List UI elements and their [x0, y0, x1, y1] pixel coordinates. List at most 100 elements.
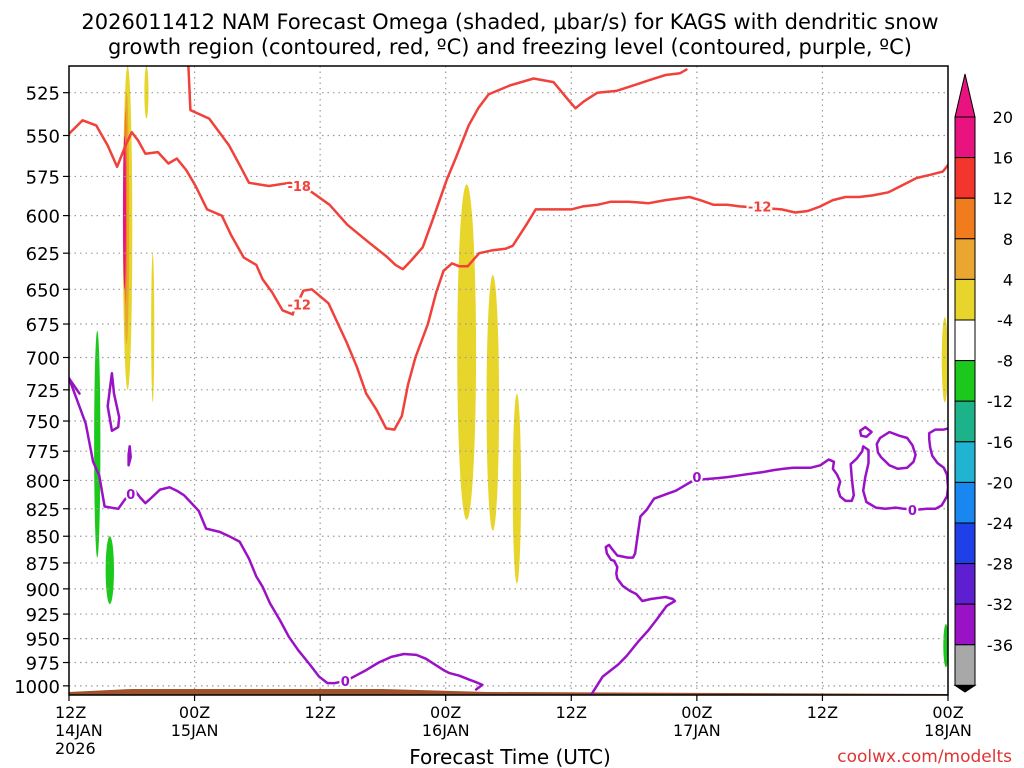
colorbar-bottom-arrow — [953, 684, 977, 693]
colorbar-label: -4 — [997, 311, 1013, 330]
y-tick-label: 925 — [26, 605, 60, 626]
terrain-band — [69, 688, 948, 695]
freezing-level-contour — [127, 445, 132, 467]
contour-label: 0 — [908, 504, 917, 519]
contour-label: -12 — [287, 299, 311, 314]
contour-labels: -18 -12 -12 0 0 0 0 — [124, 178, 919, 692]
x-tick-label: 00Z — [179, 703, 210, 722]
colorbar-swatch — [954, 563, 976, 605]
y-tick-label: 700 — [26, 349, 60, 370]
colorbar-label: 20 — [993, 108, 1013, 127]
x-tick-label: 17JAN — [673, 721, 721, 740]
y-tick-label: 800 — [26, 471, 60, 492]
colorbar-swatch — [954, 360, 976, 402]
x-tick-label: 15JAN — [171, 721, 219, 740]
x-tick-label: 12Z — [807, 703, 838, 722]
y-tick-label: 1000 — [14, 677, 60, 698]
y-axis: 525 550 575 600 625 650 675 700 725 750 775 800 825 8… — [14, 84, 69, 698]
y-tick-label: 725 — [26, 381, 60, 402]
y-tick-label: 625 — [26, 244, 60, 265]
x-tick-label: 00Z — [932, 703, 963, 722]
colorbar-label: -24 — [987, 514, 1013, 533]
temperature-contour — [69, 119, 295, 316]
freezing-level-contour — [474, 683, 484, 691]
colorbar-label: 16 — [993, 149, 1013, 168]
colorbar-swatch — [954, 238, 976, 280]
colorbar-swatch — [954, 441, 976, 483]
x-tick-label: 00Z — [681, 703, 712, 722]
credit-text: coolwx.com/modelts — [837, 747, 1012, 767]
y-tick-label: 750 — [26, 412, 60, 433]
colorbar-label: 12 — [993, 189, 1013, 208]
omega-shade — [941, 317, 948, 403]
colorbar-swatch — [954, 644, 976, 686]
omega-shade — [122, 135, 126, 290]
colorbar: 20 16 12 8 4 -4 -8 -12 -16 -20 -24 -28 -32 -36 — [953, 73, 1013, 693]
freezing-level-contour — [589, 427, 948, 695]
omega-shade — [457, 184, 477, 520]
colorbar-swatch — [954, 603, 976, 646]
temperature-contour — [291, 163, 948, 431]
omega-shade — [512, 393, 522, 584]
colorbar-label: -32 — [987, 595, 1013, 614]
freezing-level-contour — [875, 430, 917, 471]
y-tick-label: 850 — [26, 527, 60, 548]
x-tick-label: 14JAN — [55, 721, 103, 740]
contour-label: 0 — [126, 488, 135, 503]
y-tick-label: 775 — [26, 442, 60, 463]
contour-label: 0 — [692, 471, 701, 486]
y-tick-label: 600 — [26, 207, 60, 228]
terrain-surface — [69, 688, 948, 695]
temperature-contour — [187, 66, 688, 271]
contour-label: 0 — [341, 675, 350, 690]
colorbar-top-arrow — [954, 73, 976, 118]
colorbar-swatch — [954, 157, 976, 199]
plot-frame — [68, 65, 949, 696]
x-tick-label: 18JAN — [924, 721, 972, 740]
y-tick-label: 900 — [26, 580, 60, 601]
colorbar-swatch — [954, 400, 976, 443]
y-tick-label: 950 — [26, 630, 60, 651]
colorbar-label: -16 — [987, 433, 1013, 452]
y-tick-label: 825 — [26, 500, 60, 521]
colorbar-label: -20 — [987, 473, 1013, 492]
y-tick-label: 675 — [26, 315, 60, 336]
freezing-level-contour — [858, 425, 873, 439]
x-tick-label: 2026 — [55, 739, 96, 758]
y-tick-label: 975 — [26, 654, 60, 675]
y-tick-label: 650 — [26, 280, 60, 301]
y-tick-label: 525 — [26, 84, 60, 105]
omega-shade — [94, 330, 101, 558]
x-axis-label: Forecast Time (UTC) — [409, 745, 611, 768]
x-tick-label: 12Z — [55, 703, 86, 722]
colorbar-swatch — [954, 197, 976, 240]
omega-shade — [105, 536, 114, 605]
colorbar-label: -8 — [997, 352, 1013, 371]
colorbar-swatch — [954, 116, 976, 159]
x-tick-label: 12Z — [556, 703, 587, 722]
contours — [69, 66, 948, 695]
colorbar-swatch — [954, 319, 976, 362]
x-tick-label: 16JAN — [422, 721, 470, 740]
y-tick-label: 550 — [26, 127, 60, 148]
colorbar-swatch — [954, 481, 976, 524]
colorbar-label: -36 — [987, 636, 1013, 655]
omega-shade — [151, 253, 155, 403]
chart-title-line2: growth region (contoured, red, ºC) and f… — [108, 35, 912, 59]
x-tick-label: 12Z — [304, 703, 335, 722]
contour-label: -12 — [748, 200, 772, 215]
y-tick-label: 875 — [26, 554, 60, 575]
x-tick-label: 00Z — [430, 703, 461, 722]
chart-title-line1: 2026011412 NAM Forecast Omega (shaded, μ… — [81, 10, 938, 34]
colorbar-label: -28 — [987, 555, 1013, 574]
contour-label: -18 — [287, 180, 311, 195]
freezing-level-contour — [106, 371, 121, 433]
colorbar-swatch — [954, 522, 976, 565]
colorbar-label: 8 — [1003, 230, 1013, 249]
grid — [69, 66, 948, 695]
colorbar-label: -12 — [987, 392, 1013, 411]
freezing-level-contour — [69, 377, 81, 395]
freezing-level-contour — [69, 377, 484, 687]
